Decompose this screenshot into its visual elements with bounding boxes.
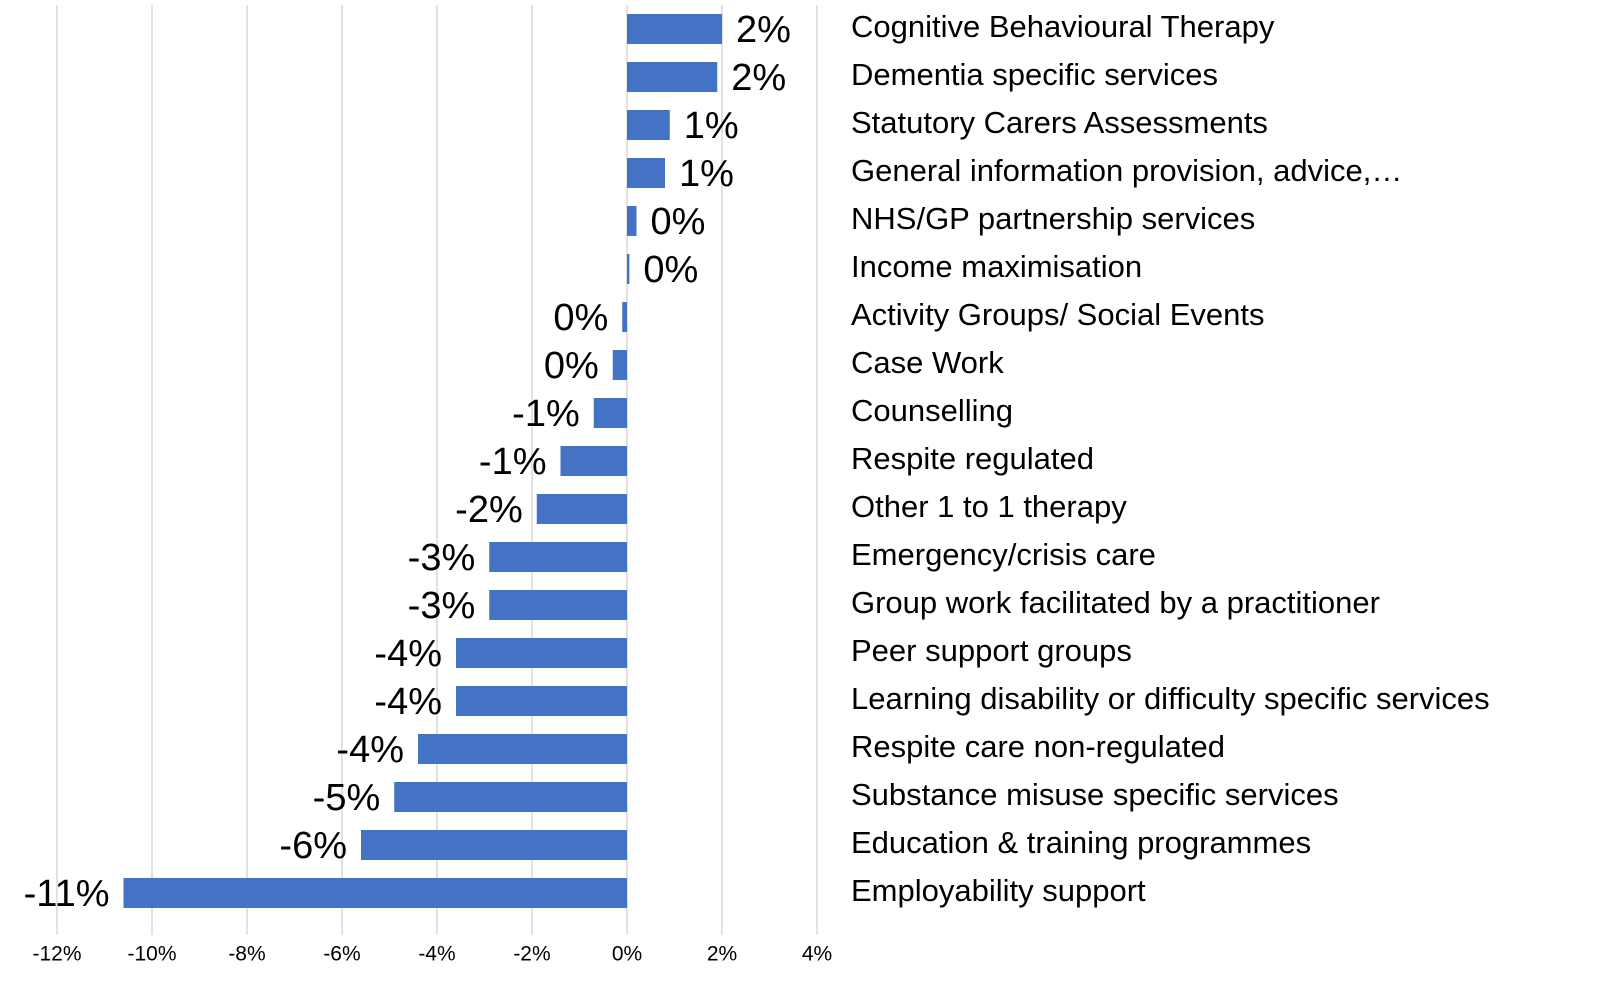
- category-label: Employability support: [851, 873, 1146, 908]
- value-label: -1%: [479, 441, 547, 483]
- value-label: -3%: [408, 585, 476, 627]
- x-tick-label: -2%: [513, 943, 550, 966]
- bar: [394, 782, 627, 812]
- category-label: Learning disability or difficulty specif…: [851, 681, 1490, 716]
- x-tick-label: 4%: [802, 943, 832, 966]
- category-label: Dementia specific services: [851, 57, 1218, 92]
- category-label: Group work facilitated by a practitioner: [851, 585, 1380, 620]
- category-label: General information provision, advice,…: [851, 153, 1402, 188]
- category-label: Activity Groups/ Social Events: [851, 297, 1265, 332]
- category-label: Respite care non-regulated: [851, 729, 1225, 764]
- value-label: -1%: [512, 393, 580, 435]
- bar: [536, 494, 627, 524]
- bar: [627, 14, 722, 44]
- category-label: Cognitive Behavioural Therapy: [851, 9, 1275, 44]
- value-label: 0%: [544, 345, 599, 387]
- bar: [123, 878, 627, 908]
- value-label: -11%: [24, 873, 110, 915]
- bar: [627, 254, 630, 284]
- value-label: -4%: [336, 729, 404, 771]
- bar: [456, 638, 627, 668]
- value-label: 0%: [651, 201, 706, 243]
- category-label: Respite regulated: [851, 441, 1094, 476]
- bar: [593, 398, 627, 428]
- bar: [622, 302, 627, 332]
- bar: [456, 686, 627, 716]
- bar: [612, 350, 627, 380]
- bar: [489, 590, 627, 620]
- value-label: -2%: [455, 489, 523, 531]
- x-tick-label: 2%: [707, 943, 737, 966]
- value-label: 1%: [679, 153, 734, 195]
- category-label: Peer support groups: [851, 633, 1132, 668]
- x-tick-label: -12%: [32, 943, 81, 966]
- bar: [627, 62, 718, 92]
- category-label: Income maximisation: [851, 249, 1142, 284]
- value-label: 2%: [736, 9, 791, 51]
- value-label: 2%: [731, 57, 786, 99]
- bar: [627, 110, 670, 140]
- bar: [418, 734, 627, 764]
- category-label: Counselling: [851, 393, 1013, 428]
- bar: [560, 446, 627, 476]
- bar: [361, 830, 627, 860]
- value-label: -5%: [313, 777, 381, 819]
- x-tick-label: -4%: [418, 943, 455, 966]
- x-tick-label: -8%: [228, 943, 265, 966]
- x-tick-label: -6%: [323, 943, 360, 966]
- category-label: Other 1 to 1 therapy: [851, 489, 1127, 524]
- category-label: Substance misuse specific services: [851, 777, 1339, 812]
- value-label: 0%: [553, 297, 608, 339]
- value-label: 0%: [643, 249, 698, 291]
- value-label: -4%: [374, 681, 442, 723]
- category-label: NHS/GP partnership services: [851, 201, 1255, 236]
- category-label: Emergency/crisis care: [851, 537, 1156, 572]
- category-label: Case Work: [851, 345, 1004, 380]
- bar: [627, 158, 665, 188]
- x-tick-label: -10%: [127, 943, 176, 966]
- bar: [489, 542, 627, 572]
- category-label: Statutory Carers Assessments: [851, 105, 1268, 140]
- category-label: Education & training programmes: [851, 825, 1311, 860]
- value-label: -3%: [408, 537, 476, 579]
- bar: [627, 206, 637, 236]
- value-label: -6%: [279, 825, 347, 867]
- value-label: 1%: [684, 105, 739, 147]
- x-tick-label: 0%: [612, 943, 642, 966]
- value-label: -4%: [374, 633, 442, 675]
